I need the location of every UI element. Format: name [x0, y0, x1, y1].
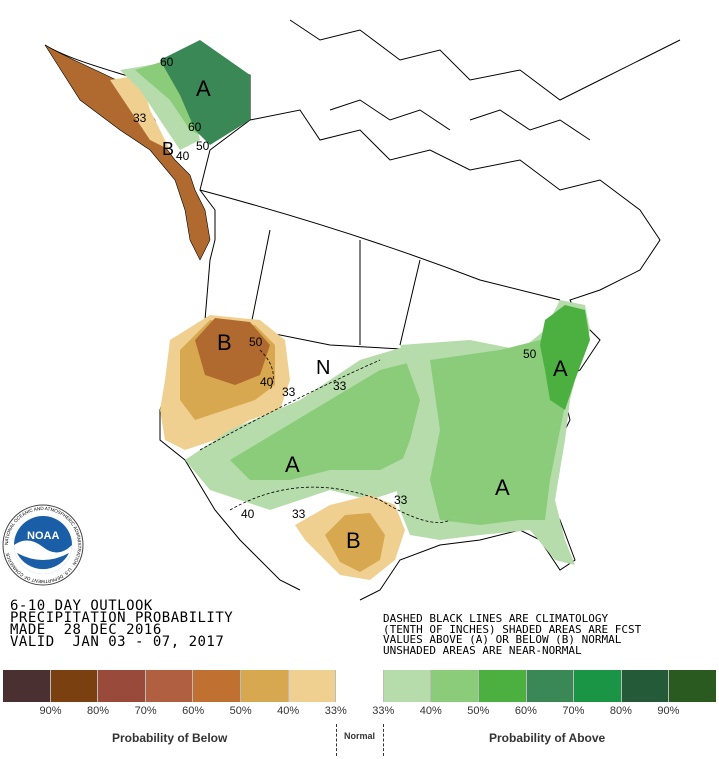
climatology-lines: [199, 349, 451, 523]
legend-label-12: 80%: [609, 705, 632, 717]
legend-spacer-end: [692, 705, 716, 717]
legend-label-13: 90%: [657, 705, 680, 717]
contour-50c: 50: [523, 347, 537, 361]
normal-divider-right: [383, 724, 384, 756]
legend-swatch-6: [288, 670, 337, 702]
label-a-northeast: A: [553, 356, 568, 381]
contour-40a: 40: [176, 149, 190, 163]
above-caption: Probability of Above: [489, 731, 606, 745]
contour-33d: 33: [292, 507, 306, 521]
contour-33c: 33: [333, 379, 347, 393]
outlook-title-block: 6-10 DAY OUTLOOK PRECIPITATION PROBABILI…: [10, 598, 234, 650]
alaska-region: [44, 40, 250, 261]
legend-label-5: 40%: [277, 705, 300, 717]
legend-label-6: 33%: [324, 705, 347, 717]
label-a-southwest: A: [285, 452, 300, 477]
normal-divider-left: [336, 724, 337, 756]
contour-33e: 33: [394, 493, 408, 507]
legend-swatch-2: [98, 670, 146, 702]
legend-swatch-10: [478, 670, 527, 702]
legend-spacer: [3, 705, 27, 717]
normal-caption: Normal: [344, 731, 376, 741]
legend-label-0: 90%: [39, 705, 62, 717]
legend-swatch-9: [431, 670, 479, 702]
below-caption: Probability of Below: [112, 731, 228, 745]
legend-label-11: 70%: [562, 705, 585, 717]
legend-color-bar: [3, 670, 716, 702]
notes-line-2: (TENTH OF INCHES) SHADED AREAS ARE FCST: [383, 622, 642, 636]
noaa-logo-text: NOAA: [27, 530, 59, 542]
contour-40c: 40: [241, 507, 255, 521]
legend-label-8: 40%: [419, 705, 442, 717]
contour-60a: 60: [160, 55, 174, 69]
outlook-line-3: MADE 28 DEC 2016: [10, 622, 162, 638]
notes-line-3: VALUES ABOVE (A) OR BELOW (B) NORMAL: [383, 633, 622, 646]
legend-swatch-0: [3, 670, 51, 702]
texas-below-region: [295, 495, 405, 580]
label-b-alaska: B: [162, 139, 174, 159]
map-labels: A B B N A B A A 60 60 50 40 33 50 40 33 …: [133, 55, 568, 553]
contour-33a: 33: [133, 111, 147, 125]
legend-label-3: 60%: [182, 705, 205, 717]
label-a-alaska: A: [196, 76, 211, 101]
notes-line-4: UNSHADED AREAS ARE NEAR-NORMAL: [383, 643, 582, 657]
legend-labels: 90% 80% 70% 60% 50% 40% 33% 33% 40% 50% 60% 70% 80% 9…: [3, 705, 716, 717]
legend-label-4: 50%: [229, 705, 252, 717]
legend-label-1: 80%: [87, 705, 110, 717]
contour-50b: 50: [249, 335, 263, 349]
legend-swatch-4: [193, 670, 241, 702]
legend-swatch-3: [145, 670, 194, 702]
legend-swatch-14: [669, 670, 716, 702]
label-b-northwest: B: [217, 330, 232, 355]
legend-label-2: 70%: [134, 705, 157, 717]
outlook-line-4: VALID JAN 03 - 07, 2017: [10, 634, 225, 650]
noaa-logo: NOAA NATIONAL OCEANIC AND ATMOSPHERIC AD…: [2, 504, 84, 586]
legend-swatch-7: [336, 670, 384, 702]
legend-label-9: 50%: [467, 705, 490, 717]
northwest-below-region: [160, 315, 290, 450]
legend-swatch-5: [240, 670, 289, 702]
legend-label-10: 60%: [514, 705, 537, 717]
outlook-line-2: PRECIPITATION PROBABILITY: [10, 610, 234, 626]
contour-60b: 60: [188, 120, 202, 134]
contour-40b: 40: [260, 375, 274, 389]
label-a-southeast: A: [495, 475, 510, 500]
legend-swatch-11: [526, 670, 575, 702]
legend-label-7: 33%: [372, 705, 395, 717]
contour-33b: 33: [282, 385, 296, 399]
legend-swatch-8: [383, 670, 432, 702]
eastern-above-region: [395, 300, 590, 565]
notes-line-1: DASHED BLACK LINES ARE CLIMATOLOGY: [383, 612, 609, 625]
label-b-texas: B: [346, 528, 361, 553]
legend-swatch-1: [50, 670, 99, 702]
legend-swatch-12: [574, 670, 622, 702]
outlook-line-1: 6-10 DAY OUTLOOK: [10, 598, 153, 614]
notes-block: DASHED BLACK LINES ARE CLIMATOLOGY (TENT…: [383, 612, 642, 657]
precipitation-outlook-map: A B B N A B A A 60 60 50 40 33 50 40 33 …: [2, 19, 681, 601]
legend-swatch-13: [621, 670, 670, 702]
label-n-central: N: [316, 357, 330, 379]
contour-50a: 50: [196, 139, 210, 153]
